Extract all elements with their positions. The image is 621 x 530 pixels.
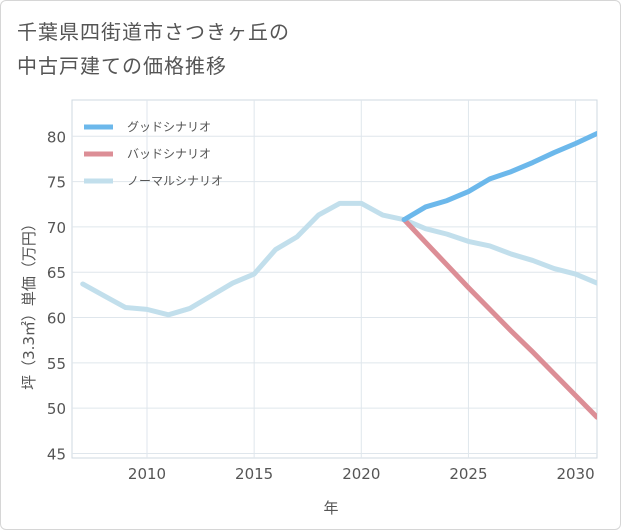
y-axis-label: 坪（3.3㎡）単価（万円） bbox=[20, 216, 38, 390]
x-tick-label: 2030 bbox=[556, 465, 594, 483]
series-line-bad bbox=[401, 217, 597, 420]
series-line-normal bbox=[80, 200, 597, 318]
chart-title-line-2: 中古戸建ての価格推移 bbox=[17, 54, 227, 78]
y-tick-label: 75 bbox=[47, 174, 66, 192]
legend-label: ノーマルシナリオ bbox=[127, 174, 223, 188]
series-line-good bbox=[401, 131, 597, 223]
x-tick-label: 2020 bbox=[342, 465, 380, 483]
x-axis-label: 年 bbox=[323, 499, 338, 517]
x-tick-label: 2015 bbox=[235, 465, 273, 483]
y-tick-label: 70 bbox=[47, 219, 66, 237]
y-tick-label: 50 bbox=[47, 400, 66, 418]
y-tick-label: 60 bbox=[47, 310, 66, 328]
plot-frame bbox=[71, 99, 598, 459]
y-tick-label: 80 bbox=[47, 128, 66, 146]
x-tick-label: 2025 bbox=[449, 465, 487, 483]
legend-label: バッドシナリオ bbox=[127, 147, 211, 161]
y-axis-ticks: 45 50 55 60 65 70 75 80 bbox=[47, 128, 66, 463]
y-tick-label: 65 bbox=[47, 264, 66, 282]
x-tick-label: 2010 bbox=[128, 465, 166, 483]
y-tick-label: 55 bbox=[47, 355, 66, 373]
y-tick-label: 45 bbox=[47, 445, 66, 463]
x-axis-ticks: 2010 2015 2020 2025 2030 bbox=[128, 465, 595, 483]
legend-label: グッドシナリオ bbox=[127, 120, 211, 134]
chart-title: 千葉県四街道市さつきヶ丘の 中古戸建ての価格推移 bbox=[17, 15, 577, 83]
chart-title-line-1: 千葉県四街道市さつきヶ丘の bbox=[17, 20, 290, 44]
series-lines bbox=[80, 131, 597, 420]
